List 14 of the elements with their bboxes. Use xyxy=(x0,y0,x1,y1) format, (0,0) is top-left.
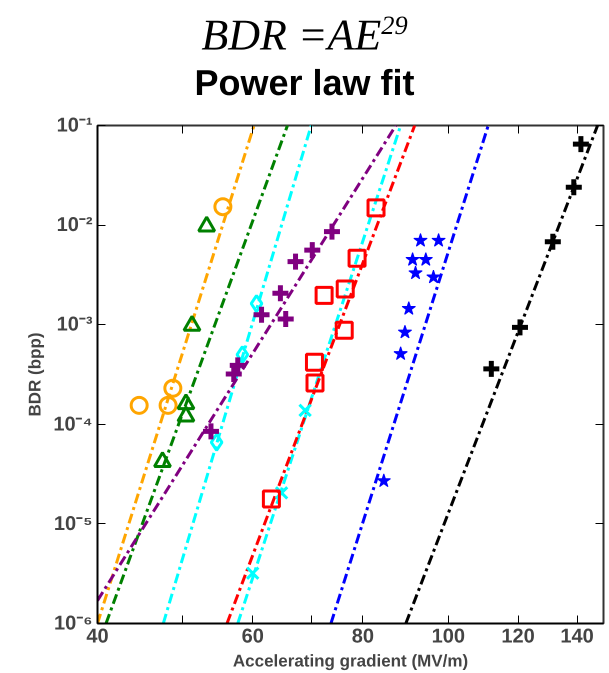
x-tick-label: 60 xyxy=(242,626,264,648)
y-tick-label: 10⁻⁴ xyxy=(53,413,92,436)
x-tick-label: 80 xyxy=(352,626,374,648)
chart-subtitle: Power law fit xyxy=(193,60,416,105)
x-axis-title: Accelerating gradient (MV/m) xyxy=(232,652,468,670)
y-tick-label: 10⁻³ xyxy=(56,314,93,336)
x-tick-label: 140 xyxy=(560,626,594,648)
y-axis-title: BDR (bpp) xyxy=(25,332,44,417)
x-tick-label: 120 xyxy=(501,626,535,648)
y-tick-label: 10⁻² xyxy=(56,214,93,236)
x-tick-label: 100 xyxy=(432,626,465,648)
y-tick-label: 10⁻⁵ xyxy=(54,512,92,535)
y-tick-label: 10⁻¹ xyxy=(56,114,93,136)
chart-title: BDR =AE$^{29}$ xyxy=(200,9,409,61)
